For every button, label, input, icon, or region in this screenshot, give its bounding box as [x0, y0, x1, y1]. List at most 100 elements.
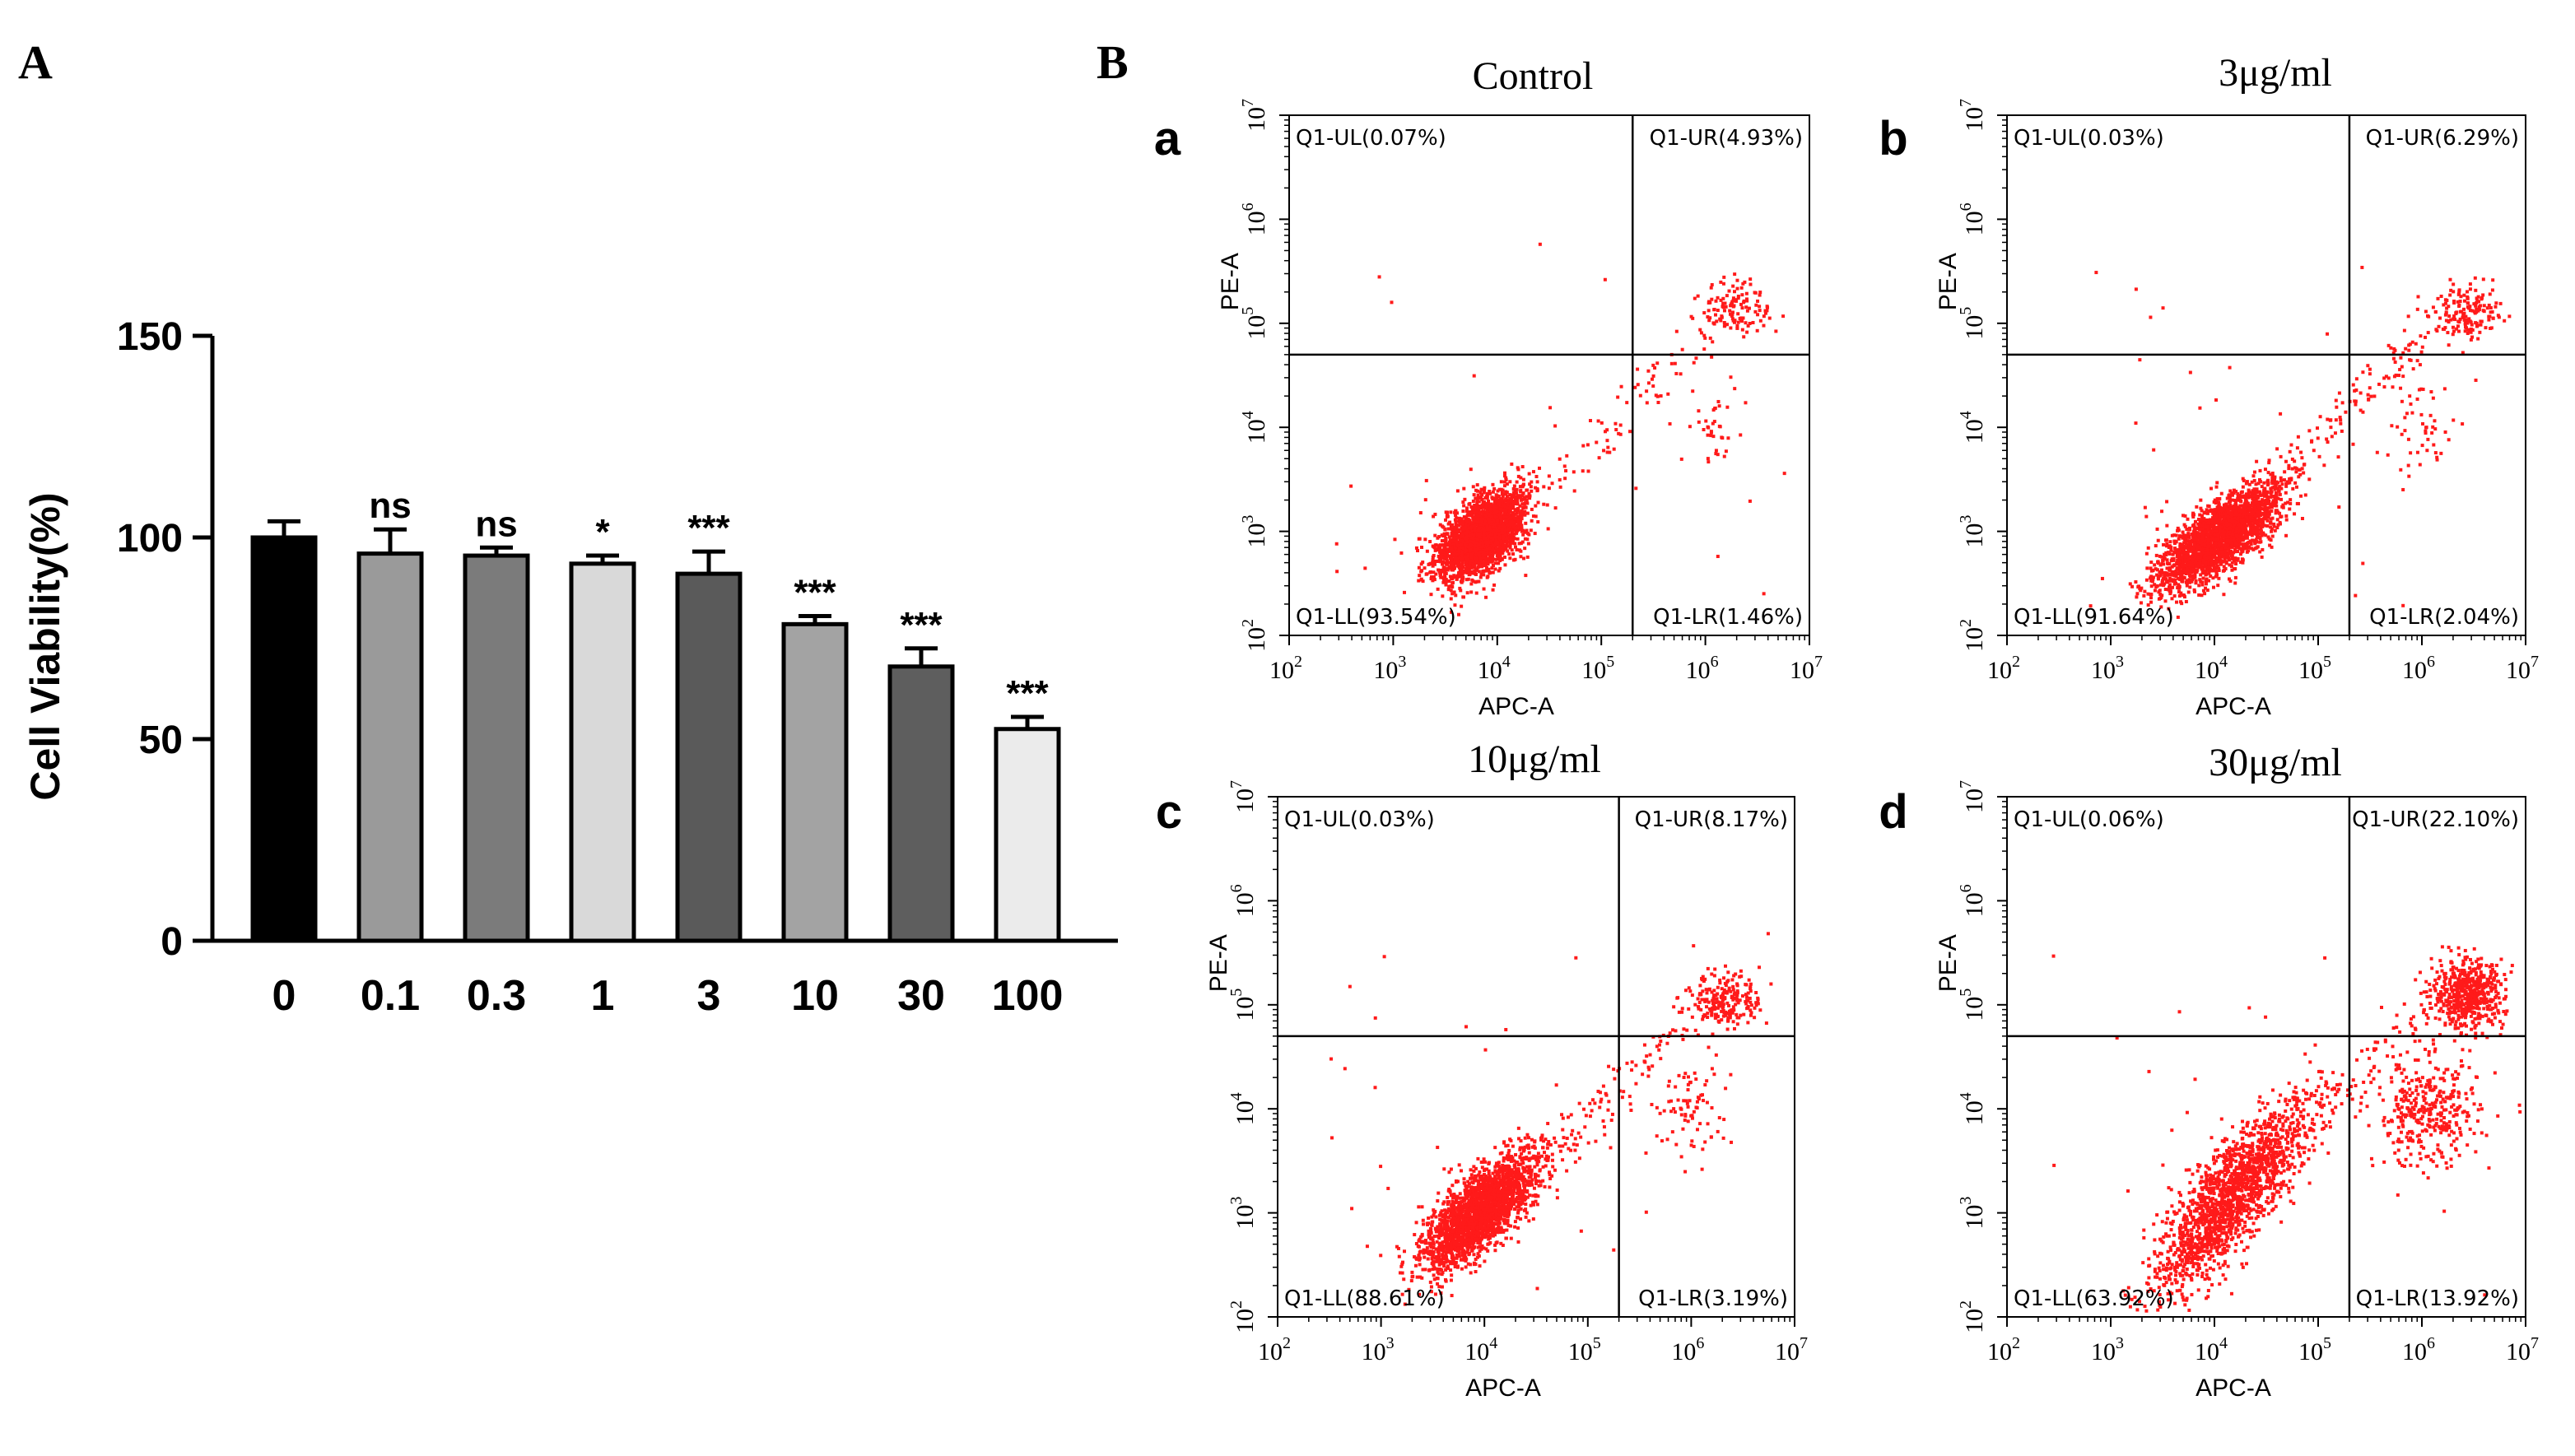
event-dot — [1492, 551, 1496, 555]
event-dot — [2270, 527, 2274, 531]
event-dot — [2279, 479, 2284, 483]
event-dot — [2182, 514, 2186, 518]
event-dot — [1449, 510, 1453, 514]
event-dot — [1453, 551, 1457, 556]
event-dot — [2142, 593, 2146, 598]
event-dot — [1461, 576, 1465, 580]
event-dot — [1735, 326, 1739, 330]
event-dot — [1699, 331, 1703, 335]
event-dot — [1456, 530, 1460, 534]
event-dot — [1740, 293, 1744, 297]
event-dot — [1460, 533, 1464, 537]
event-dot — [1521, 510, 1525, 514]
event-dot — [1480, 505, 1484, 509]
event-dot — [2201, 521, 2205, 525]
event-dot — [1494, 557, 1498, 561]
event-dot — [1444, 518, 1448, 522]
event-dot — [2188, 558, 2192, 562]
event-dot — [1719, 280, 1723, 284]
event-dot — [2278, 520, 2282, 524]
event-dot — [1363, 566, 1367, 570]
event-dot — [2177, 577, 2182, 581]
event-dot — [2228, 505, 2233, 509]
event-dot — [1710, 282, 1714, 286]
event-dot — [1493, 531, 1497, 535]
event-dot — [2149, 596, 2153, 600]
event-dot — [2249, 528, 2253, 533]
event-dot — [1474, 531, 1478, 535]
event-dot — [1485, 528, 1489, 532]
event-dot — [2256, 503, 2260, 507]
event-dot — [1449, 561, 1453, 565]
event-dot — [2176, 526, 2180, 530]
event-dot — [1534, 475, 1539, 479]
event-dot — [1442, 556, 1446, 561]
event-dot — [1428, 570, 1432, 574]
event-dot — [2205, 537, 2209, 541]
event-dot — [2209, 542, 2213, 547]
event-dot — [1437, 548, 1441, 552]
event-dot — [1496, 489, 1500, 493]
event-dot — [2154, 567, 2158, 571]
event-dot — [2279, 454, 2283, 458]
event-dot — [2252, 488, 2256, 492]
event-dot — [1481, 556, 1485, 560]
event-dot — [2187, 541, 2191, 545]
y-tick-label: 106 — [1239, 202, 1270, 235]
event-dot — [1490, 566, 1494, 570]
event-dot — [1484, 595, 1488, 599]
event-dot — [1493, 514, 1497, 519]
event-dot — [1697, 420, 1701, 424]
event-dot — [1485, 508, 1489, 512]
bar — [356, 551, 424, 943]
event-dot — [2203, 592, 2207, 596]
event-dot — [2231, 528, 2235, 532]
event-dot — [1474, 519, 1478, 523]
event-dot — [2186, 549, 2191, 553]
event-dot — [1762, 592, 1766, 596]
event-dot — [1510, 535, 1514, 539]
event-dot — [2214, 561, 2219, 565]
event-dot — [1719, 298, 1723, 302]
event-dot — [2183, 514, 2187, 518]
event-dot — [1482, 570, 1486, 574]
event-dot — [1490, 520, 1494, 524]
event-dot — [2247, 482, 2251, 486]
event-dot — [1716, 399, 1721, 403]
event-dot — [1706, 315, 1710, 319]
event-dot — [1502, 507, 1506, 511]
event-dot — [2174, 533, 2178, 537]
event-dot — [1460, 604, 1464, 608]
event-dot — [1525, 495, 1530, 499]
event-dot — [1399, 551, 1404, 555]
event-dot — [2228, 535, 2233, 539]
event-dot — [2215, 549, 2219, 553]
event-dot — [1716, 555, 1720, 559]
event-dot — [2218, 531, 2222, 535]
event-dot — [2205, 547, 2209, 551]
event-dot — [2297, 475, 2301, 479]
event-dot — [1613, 421, 1618, 426]
event-dot — [2233, 547, 2237, 551]
event-dot — [2278, 485, 2282, 489]
event-dot — [1721, 301, 1725, 305]
event-dot — [2218, 528, 2222, 532]
event-dot — [1512, 512, 1516, 516]
event-dot — [1714, 313, 1718, 317]
event-dot — [2336, 455, 2340, 459]
event-dot — [1432, 514, 1436, 519]
event-dot — [1708, 336, 1712, 340]
event-dot — [2163, 577, 2168, 581]
event-dot — [2212, 500, 2216, 504]
event-dot — [1450, 531, 1454, 535]
bar — [569, 561, 636, 943]
event-dot — [2219, 511, 2223, 515]
event-dot — [1470, 508, 1474, 512]
event-dot — [1495, 496, 1499, 500]
event-dot — [2239, 538, 2243, 542]
event-dot — [1721, 281, 1725, 286]
event-dot — [1525, 511, 1530, 515]
event-dot — [1464, 522, 1469, 526]
event-dot — [2230, 498, 2234, 502]
event-dot — [2200, 567, 2204, 571]
